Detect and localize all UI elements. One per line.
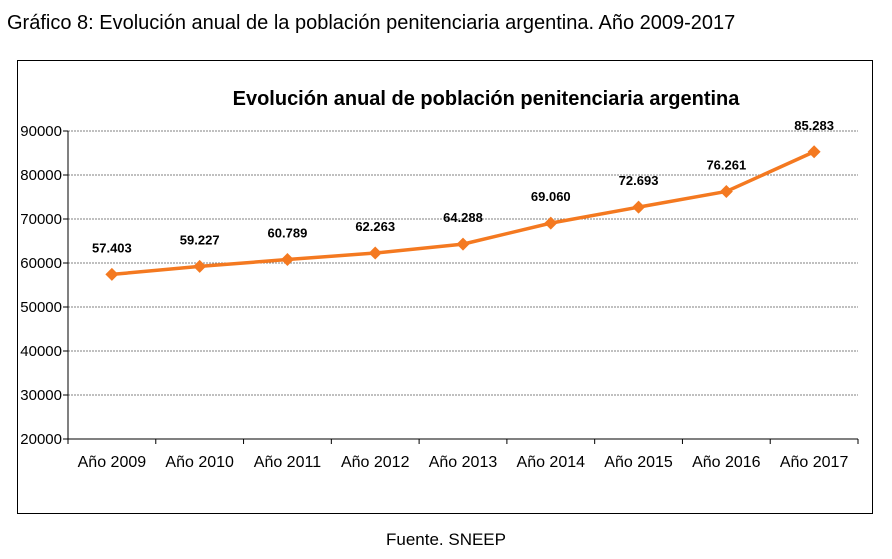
x-tick-label: Año 2011 <box>254 454 321 471</box>
data-point-marker <box>807 145 821 159</box>
data-point-marker <box>280 253 294 267</box>
data-point-marker <box>193 259 207 273</box>
data-point-marker <box>544 216 558 230</box>
y-tick-label: 30000 <box>20 387 62 404</box>
data-label: 62.263 <box>355 219 395 234</box>
chart-frame: Evolución anual de población penitenciar… <box>17 60 873 514</box>
y-tick-label: 40000 <box>20 343 62 360</box>
x-tick-label: Año 2016 <box>692 454 761 471</box>
source-note: Fuente. SNEEP <box>385 530 506 549</box>
data-point-marker <box>632 200 646 214</box>
data-label: 60.789 <box>268 226 308 241</box>
data-point-marker <box>719 184 733 198</box>
data-point-marker <box>368 246 382 260</box>
data-label: 64.288 <box>443 210 483 225</box>
data-label: 72.693 <box>619 173 659 188</box>
data-label: 59.227 <box>180 232 220 247</box>
y-tick-label: 70000 <box>20 211 62 228</box>
figure-caption: Gráfico 8: Evolución anual de la poblaci… <box>7 12 736 34</box>
x-tick-label: Año 2013 <box>429 454 498 471</box>
x-tick-label: Año 2014 <box>517 454 586 471</box>
y-tick-label: 60000 <box>20 255 62 272</box>
x-tick-label: Año 2015 <box>604 454 673 471</box>
y-tick-label: 90000 <box>20 123 62 140</box>
chart-title: Evolución anual de población penitenciar… <box>233 88 741 110</box>
x-tick-label: Año 2012 <box>341 454 410 471</box>
y-tick-label: 20000 <box>20 431 62 448</box>
x-tick-label: Año 2009 <box>78 454 147 471</box>
data-label: 76.261 <box>706 157 746 172</box>
data-label: 85.283 <box>794 118 834 133</box>
data-label: 57.403 <box>92 240 132 255</box>
y-tick-label: 50000 <box>20 299 62 316</box>
y-tick-label: 80000 <box>20 167 62 184</box>
x-tick-label: Año 2010 <box>165 454 234 471</box>
data-label: 69.060 <box>531 189 571 204</box>
data-point-marker <box>456 237 470 251</box>
line-chart: Evolución anual de población penitenciar… <box>20 88 859 471</box>
data-point-marker <box>105 267 119 281</box>
x-tick-label: Año 2017 <box>780 454 849 471</box>
